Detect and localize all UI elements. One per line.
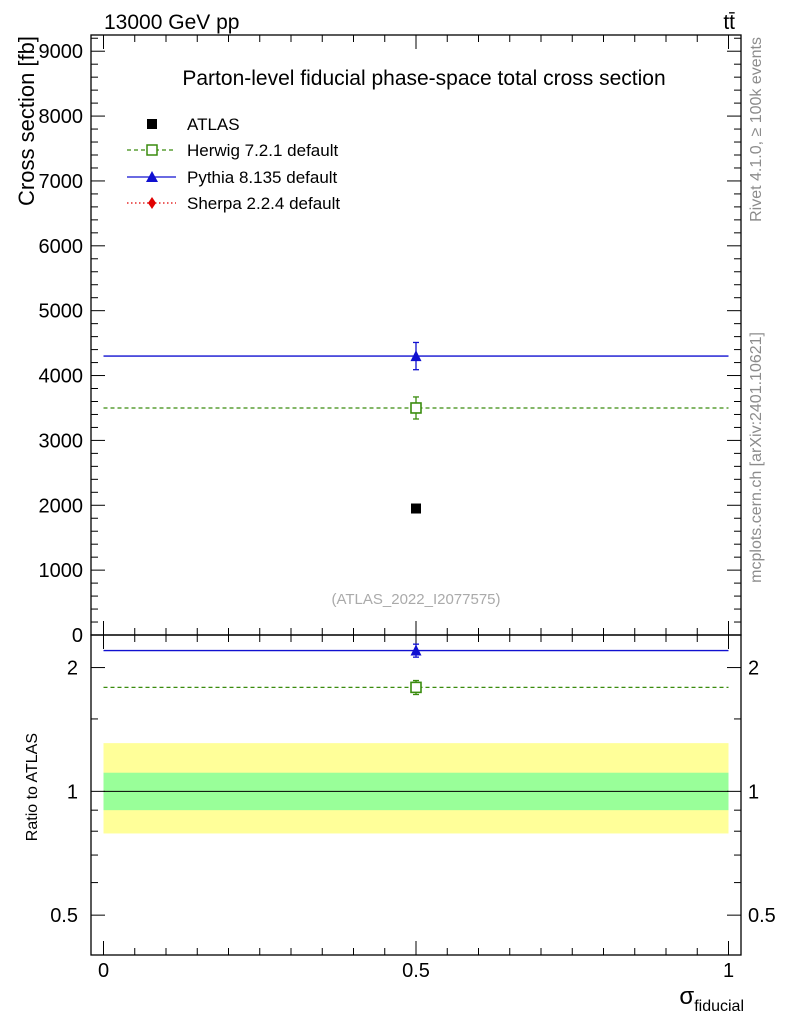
y-tick-label-main: 9000 [39,41,84,63]
main-point-herwig [410,402,422,414]
energy-label: 13000 GeV pp [104,11,239,34]
y-tick-label-main: 1000 [39,560,84,582]
data-marks [103,341,729,792]
x-axis-label: σfiducial [679,983,744,1015]
y-tick-label-ratio: 2 [67,658,78,680]
y-tick-label-main: 3000 [39,430,84,452]
rivet-label: Rivet 4.1.0, ≥ 100k events [748,37,765,222]
process-label: tt̄ [723,11,735,34]
y-tick-label-main: 6000 [39,236,84,258]
legend-marker-atlas [147,119,157,129]
axis-ticks: 0 1000 2000 3000 4000 5000 6000 7000 8000 9000 0.5… [39,35,776,982]
y-axis-label-main: Cross section [fb] [14,36,39,206]
ratio-point-pythia [410,644,422,656]
y-tick-label-ratio: 0.5 [50,905,78,927]
y-tick-label-ratio: 1 [67,781,78,803]
legend-label-pythia: Pythia 8.135 default [187,168,338,187]
y-tick-label-ratio-right: 0.5 [748,905,776,927]
y-tick-label-main: 8000 [39,106,84,128]
y-tick-label-main: 0 [72,625,83,647]
y-tick-label-main: 2000 [39,495,84,517]
legend: ATLAS Herwig 7.2.1 default Pythia 8.135 … [127,115,340,213]
x-tick-label: 1 [723,960,734,982]
y-tick-label-ratio-right: 2 [748,658,759,680]
legend-marker-herwig [146,144,158,156]
main-point-atlas [411,503,421,514]
legend-label-herwig: Herwig 7.2.1 default [187,141,338,160]
chart-title: Parton-level fiducial phase-space total … [182,67,665,90]
y-axis-label-ratio: Ratio to ATLAS [24,733,41,841]
analysis-watermark: (ATLAS_2022_I2077575) [331,591,500,608]
y-tick-label-main: 4000 [39,366,84,388]
legend-item-pythia: Pythia 8.135 default [127,168,338,187]
legend-item-herwig: Herwig 7.2.1 default [127,141,338,160]
x-tick-label: 0 [98,960,109,982]
mcplots-label: mcplots.cern.ch [arXiv:2401.10621] [748,332,765,583]
x-axis-label-subscript: fiducial [694,998,744,1015]
legend-item-atlas: ATLAS [147,115,240,134]
legend-label-atlas: ATLAS [187,115,240,134]
legend-item-sherpa: Sherpa 2.2.4 default [127,194,340,213]
y-tick-label-ratio-right: 1 [748,781,759,803]
x-axis-label-symbol: σ [679,983,694,1010]
x-tick-label: 0.5 [402,960,430,982]
main-point-pythia [410,350,422,362]
y-tick-label-main: 7000 [39,171,84,193]
legend-marker-pythia [146,171,158,182]
ratio-point-herwig [410,681,422,694]
y-tick-label-main: 5000 [39,301,84,323]
legend-marker-sherpa [148,197,156,209]
legend-label-sherpa: Sherpa 2.2.4 default [187,194,340,213]
